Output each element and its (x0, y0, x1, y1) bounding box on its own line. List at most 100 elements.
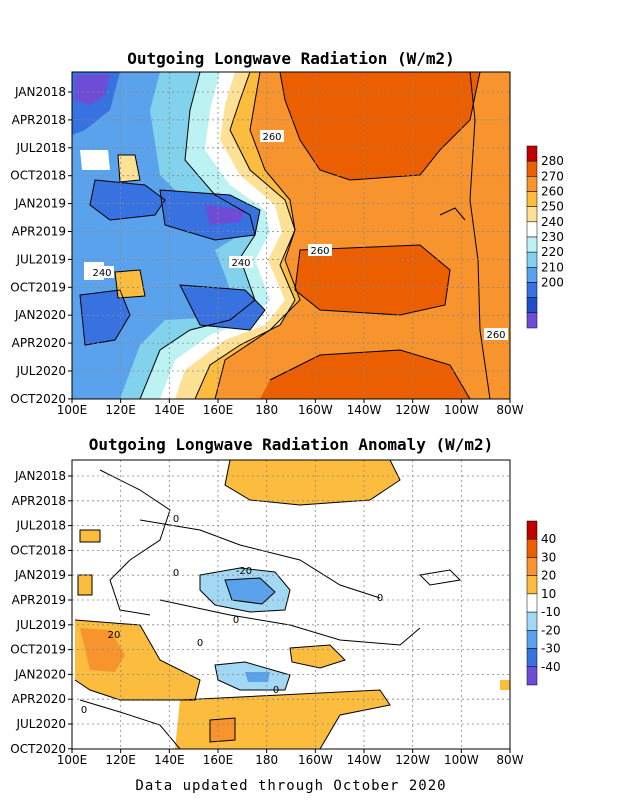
bottom-contour-label: 0 (273, 685, 279, 696)
x-tick-label: 140E (154, 403, 185, 417)
x-tick-label: 100W (444, 753, 479, 767)
colorbar-swatch (526, 648, 538, 668)
x-tick-label: 100W (444, 403, 479, 417)
bottom-chart-title: Outgoing Longwave Radiation Anomaly (W/m… (89, 435, 494, 454)
colorbar-swatch (526, 236, 538, 253)
y-tick-label: OCT2019 (10, 280, 66, 294)
colorbar-swatch (526, 575, 538, 595)
colorbar-swatch (526, 630, 538, 649)
colorbar-swatch (526, 282, 538, 298)
colorbar-swatch (526, 297, 538, 314)
bottom-y-axis: JAN2018 APR2018 JUL2018 OCT2018 JAN2019 APR20… (10, 469, 72, 756)
y-tick-label: APR2020 (12, 336, 66, 350)
x-tick-label: 160W (298, 753, 333, 767)
top-y-axis: JAN2018 APR2018 JUL2018 OCT2018 JAN2019 APR20… (10, 85, 72, 406)
colorbar-swatch (526, 251, 538, 268)
colorbar-swatch (526, 145, 538, 162)
top-x-axis: 100E 120E 140E 160E 180 160W 140W 120W 100W 80W (57, 399, 524, 417)
y-tick-label: APR2019 (12, 225, 66, 239)
colorbar-label: -20 (541, 623, 561, 637)
colorbar-swatch (526, 221, 538, 238)
x-tick-label: 160W (298, 403, 333, 417)
y-tick-label: JUL2019 (15, 618, 66, 632)
colorbar-label: 40 (541, 532, 556, 546)
colorbar-label: -10 (541, 605, 561, 619)
y-tick-label: JAN2018 (14, 469, 66, 483)
x-tick-label: 120W (395, 753, 430, 767)
x-tick-label: 140W (347, 403, 382, 417)
bottom-contour-label: -20 (236, 566, 252, 577)
y-tick-label: OCT2020 (10, 392, 66, 406)
y-tick-label: APR2020 (12, 692, 66, 706)
x-tick-label: 100E (57, 403, 88, 417)
x-tick-label: 80W (496, 403, 523, 417)
bottom-contour-label: 0 (197, 638, 203, 649)
x-tick-label: 80W (496, 753, 523, 767)
x-tick-label: 160E (203, 753, 234, 767)
x-tick-label: 100E (57, 753, 88, 767)
y-tick-label: OCT2018 (10, 169, 66, 183)
x-tick-label: 180 (255, 403, 278, 417)
bottom-contour-label: 0 (377, 593, 383, 604)
bottom-heatmap-field: 0 0 -20 0 0 0 20 0 0 (72, 460, 510, 749)
colorbar-label: -40 (541, 660, 561, 674)
x-tick-label: 140W (347, 753, 382, 767)
y-tick-label: JAN2019 (14, 568, 66, 582)
y-tick-label: OCT2019 (10, 643, 66, 657)
y-tick-label: APR2019 (12, 593, 66, 607)
colorbar-label: 220 (541, 245, 564, 259)
footer-note: Data updated through October 2020 (135, 778, 446, 794)
bottom-x-axis: 100E 120E 140E 160E 180 160W 140W 120W 100W 80W (57, 749, 524, 767)
y-tick-label: JUL2020 (15, 364, 66, 378)
colorbar-label: 210 (541, 260, 564, 274)
colorbar-swatch (526, 538, 538, 558)
top-gridlines (72, 72, 510, 399)
colorbar-swatch (526, 666, 538, 686)
bottom-gridlines (72, 460, 510, 749)
colorbar-swatch (526, 557, 538, 576)
colorbar-swatch (526, 191, 538, 207)
y-tick-label: APR2018 (12, 113, 66, 127)
top-contour-label: 240 (92, 268, 111, 279)
colorbar-label: 230 (541, 230, 564, 244)
top-chart-title: Outgoing Longwave Radiation (W/m2) (127, 49, 455, 68)
x-tick-label: 120E (105, 753, 136, 767)
y-tick-label: JAN2018 (14, 85, 66, 99)
colorbar-swatch (526, 206, 538, 223)
top-plot-frame (71, 71, 511, 400)
colorbar-swatch (526, 520, 538, 540)
colorbar-label: 30 (541, 550, 556, 564)
colorbar-label: 280 (541, 154, 564, 168)
colorbar-label: 200 (541, 276, 564, 290)
top-contour-label: 260 (262, 132, 281, 143)
colorbar-swatch (526, 312, 538, 329)
y-tick-label: JUL2019 (15, 252, 66, 266)
colorbar-label: 260 (541, 185, 564, 199)
x-tick-label: 180 (255, 753, 278, 767)
top-heatmap-field: 260 260 240 240 260 (72, 72, 510, 399)
colorbar-swatch (526, 160, 538, 177)
y-tick-label: JAN2019 (14, 197, 66, 211)
y-tick-label: APR2018 (12, 494, 66, 508)
y-tick-label: JAN2020 (14, 667, 66, 681)
x-tick-label: 160E (203, 403, 234, 417)
bottom-colorbar: 40 30 20 10 -10 -20 -30 -40 (526, 520, 561, 686)
y-tick-label: JUL2018 (15, 141, 66, 155)
colorbar-swatch (526, 267, 538, 283)
y-tick-label: JUL2018 (15, 519, 66, 533)
colorbar-swatch (526, 611, 538, 631)
bottom-contour-label: 20 (108, 630, 121, 641)
colorbar-label: 10 (541, 587, 556, 601)
y-tick-label: OCT2020 (10, 742, 66, 756)
colorbar-label: 250 (541, 200, 564, 214)
x-tick-label: 120W (395, 403, 430, 417)
bottom-contour-label: 0 (233, 615, 239, 626)
y-tick-label: JUL2020 (15, 717, 66, 731)
colorbar-label: -30 (541, 642, 561, 656)
x-tick-label: 140E (154, 753, 185, 767)
bottom-contour-label: 0 (173, 514, 179, 525)
y-tick-label: OCT2018 (10, 543, 66, 557)
colorbar-label: 270 (541, 169, 564, 183)
bottom-contour-label: 0 (81, 705, 87, 716)
